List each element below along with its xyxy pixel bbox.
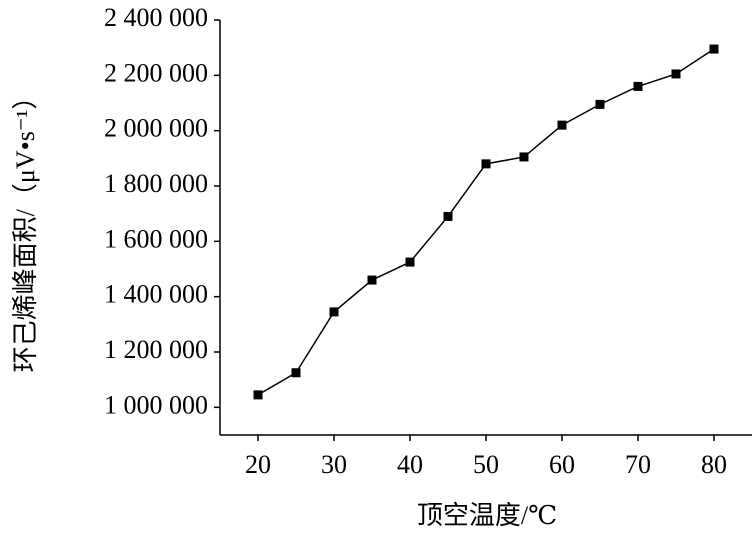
y-tick-label: 2 400 000 bbox=[104, 3, 208, 32]
y-axis-label: 环己烯峰面积/（μV•s⁻¹） bbox=[11, 84, 40, 373]
x-tick-label: 50 bbox=[473, 450, 499, 479]
x-tick-label: 60 bbox=[549, 450, 575, 479]
x-tick-label: 20 bbox=[245, 450, 271, 479]
x-tick-label: 30 bbox=[321, 450, 347, 479]
y-tick-label: 2 000 000 bbox=[104, 114, 208, 143]
x-tick-label: 40 bbox=[397, 450, 423, 479]
marker bbox=[405, 257, 415, 267]
marker bbox=[291, 368, 301, 378]
marker bbox=[329, 307, 339, 317]
marker bbox=[481, 159, 491, 169]
y-tick-label: 1 000 000 bbox=[104, 390, 208, 419]
y-tick-label: 2 200 000 bbox=[104, 58, 208, 87]
marker bbox=[671, 69, 681, 79]
marker bbox=[519, 152, 529, 162]
y-tick-label: 1 400 000 bbox=[104, 280, 208, 309]
x-axis-label: 顶空温度/℃ bbox=[417, 501, 557, 530]
x-tick-label: 70 bbox=[625, 450, 651, 479]
y-tick-label: 1 800 000 bbox=[104, 169, 208, 198]
marker bbox=[367, 275, 377, 285]
marker bbox=[709, 44, 719, 54]
marker bbox=[443, 211, 453, 221]
x-tick-label: 80 bbox=[701, 450, 727, 479]
y-tick-label: 1 200 000 bbox=[104, 335, 208, 364]
marker bbox=[595, 99, 605, 109]
line bbox=[257, 48, 715, 396]
marker bbox=[253, 390, 263, 400]
marker bbox=[633, 81, 643, 91]
marker bbox=[557, 120, 567, 130]
y-tick-label: 1 600 000 bbox=[104, 224, 208, 253]
